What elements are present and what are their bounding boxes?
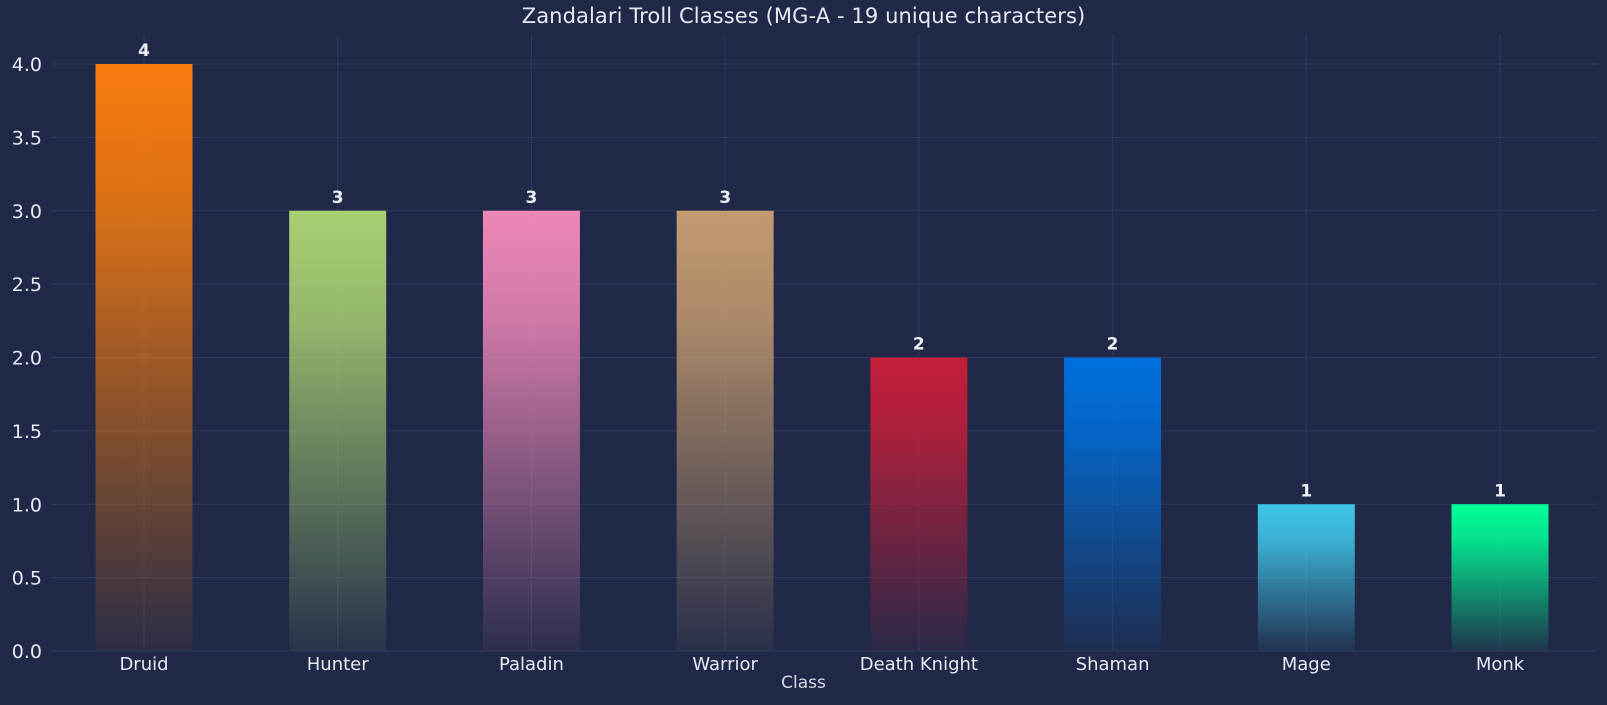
- x-axis-label: Class: [781, 673, 826, 693]
- bar-value-label: 4: [138, 41, 150, 61]
- bar-warrior: [676, 210, 774, 651]
- bar-death-knight: [870, 357, 968, 651]
- y-tick-label: 0.5: [12, 568, 42, 590]
- bars: [95, 64, 1549, 651]
- bar-value-label: 1: [1494, 481, 1506, 501]
- bar-value-label: 3: [332, 188, 344, 208]
- bar-druid: [95, 64, 193, 651]
- bar-value-label: 2: [1107, 335, 1119, 355]
- x-tick-label: Druid: [119, 654, 168, 675]
- bar-value-label: 1: [1300, 481, 1312, 501]
- y-tick-label: 3.5: [12, 127, 42, 149]
- x-tick-label: Shaman: [1076, 654, 1150, 675]
- y-tick-label: 0.0: [12, 641, 42, 663]
- y-tick-label: 1.5: [12, 421, 42, 443]
- y-tick-label: 2.5: [12, 274, 42, 296]
- y-tick-label: 3.0: [12, 201, 42, 223]
- bar-paladin: [482, 210, 580, 651]
- y-tick-label: 2.0: [12, 348, 42, 370]
- x-tick-label: Warrior: [692, 654, 758, 675]
- bar-value-label: 3: [526, 188, 538, 208]
- bar-mage: [1257, 504, 1355, 651]
- chart-title: Zandalari Troll Classes (MG-A - 19 uniqu…: [521, 4, 1086, 28]
- x-tick-label: Mage: [1282, 654, 1331, 675]
- bar-hunter: [289, 210, 387, 651]
- bar-value-label: 2: [913, 335, 925, 355]
- grid-lines: [52, 34, 1598, 652]
- x-tick-label: Hunter: [307, 654, 369, 675]
- bar-value-label: 3: [719, 188, 731, 208]
- x-tick-label: Death Knight: [860, 654, 978, 675]
- y-tick-label: 1.0: [12, 494, 42, 516]
- x-tick-label: Monk: [1476, 654, 1525, 675]
- x-tick-label: Paladin: [499, 654, 564, 675]
- bar-shaman: [1064, 357, 1162, 651]
- labels: 0.0 0.5 1.0 1.5 2.0 2.5 3.0 3.5 4.0 4 Druid 3 Hunter…: [12, 41, 1525, 675]
- y-tick-label: 4.0: [12, 54, 42, 76]
- bar-monk: [1451, 504, 1549, 651]
